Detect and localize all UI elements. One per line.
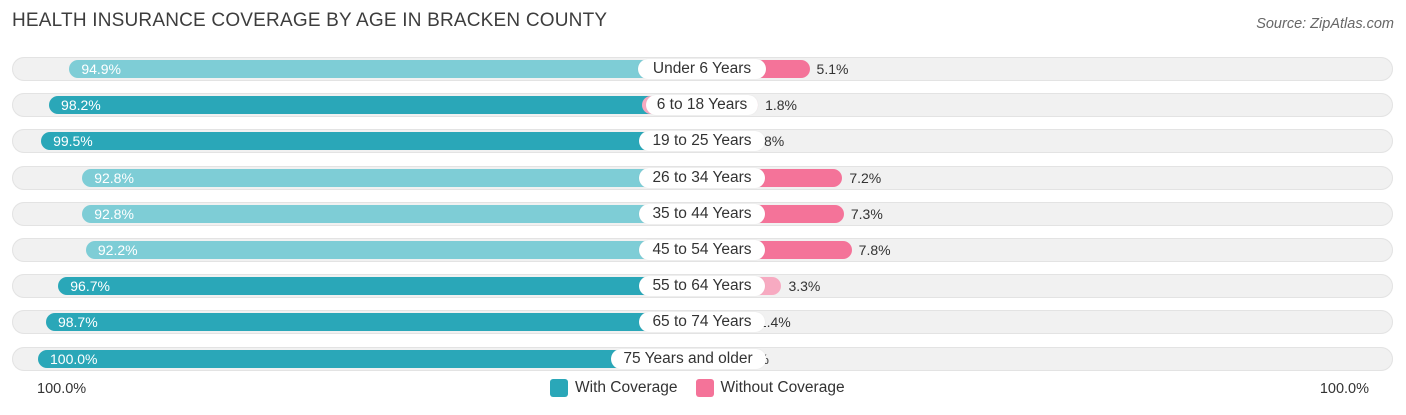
chart-row: 100.0%0.0%75 Years and older [12, 346, 1393, 371]
bar-with-coverage [38, 349, 662, 368]
chart-row: 94.9% 5.1% Under 6 Years [12, 57, 1393, 81]
value-label-without: 7.3% [850, 205, 883, 222]
value-label-without: 7.8% [858, 242, 891, 258]
value-label-with: 98.2% [61, 97, 101, 114]
axis-right-label: 100.0% [1319, 381, 1369, 397]
legend-label-with: With Coverage [575, 379, 678, 396]
category-label: 75 Years and older [610, 348, 766, 369]
chart-row: 98.7% 1.4% 65 to 74 Years [12, 310, 1393, 335]
chart-row: 98.2% 1.8% 6 to 18 Years [12, 93, 1393, 118]
value-label-with: 99.5% [53, 133, 93, 150]
category-label: 55 to 64 Years [639, 276, 765, 297]
legend: With Coverage Without Coverage [550, 379, 857, 397]
bar-with-coverage [49, 96, 662, 115]
legend-item-without: Without Coverage [695, 379, 845, 397]
value-label-without: 1.8% [765, 97, 797, 114]
chart-row: 92.8% 7.3% 35 to 44 Years [12, 201, 1393, 226]
bar-with-coverage [82, 168, 662, 187]
bar-with-coverage [58, 277, 662, 296]
value-label-with: 94.9% [81, 61, 122, 77]
chart-title: HEALTH INSURANCE COVERAGE BY AGE IN BRAC… [12, 10, 608, 31]
bar-with-coverage [69, 60, 662, 78]
value-label-with: 92.8% [94, 169, 134, 186]
value-label-without: 7.2% [849, 169, 882, 186]
axis-left-label: 100.0% [37, 381, 87, 397]
source-label: Source: ZipAtlas.com [1256, 16, 1394, 32]
category-label: 19 to 25 Years [639, 131, 765, 152]
bar-with-coverage [45, 313, 662, 332]
bar-with-coverage [82, 204, 662, 223]
value-label-without: 1.4% [758, 314, 791, 331]
bar-with-coverage [85, 241, 662, 259]
chart-row: 96.7% 3.3% 55 to 64 Years [12, 274, 1393, 299]
category-label: 6 to 18 Years [646, 95, 758, 116]
value-label-with: 92.2% [97, 242, 138, 258]
value-label-with: 92.8% [94, 205, 134, 222]
value-label-without: 3.3% [788, 278, 821, 295]
legend-swatch-with [550, 379, 568, 397]
category-label: 35 to 44 Years [639, 203, 765, 224]
value-label-without: 5.1% [816, 61, 849, 77]
legend-label-without: Without Coverage [720, 379, 845, 396]
value-label-with: 96.7% [70, 278, 110, 295]
category-label: 26 to 34 Years [639, 167, 765, 188]
category-label: 45 to 54 Years [639, 240, 765, 260]
legend-swatch-without [695, 379, 714, 397]
value-label-with: 100.0% [50, 350, 98, 367]
category-label: Under 6 Years [638, 59, 766, 79]
value-label-with: 98.7% [57, 314, 98, 331]
legend-item-with: With Coverage [550, 379, 678, 397]
category-label: 65 to 74 Years [639, 312, 765, 333]
chart-row: 92.2% 7.8% 45 to 54 Years [12, 238, 1393, 262]
bar-with-coverage [41, 132, 662, 151]
chart-row: 99.5%0.48%19 to 25 Years [12, 129, 1393, 154]
chart-row: 92.8% 7.2% 26 to 34 Years [12, 165, 1393, 190]
